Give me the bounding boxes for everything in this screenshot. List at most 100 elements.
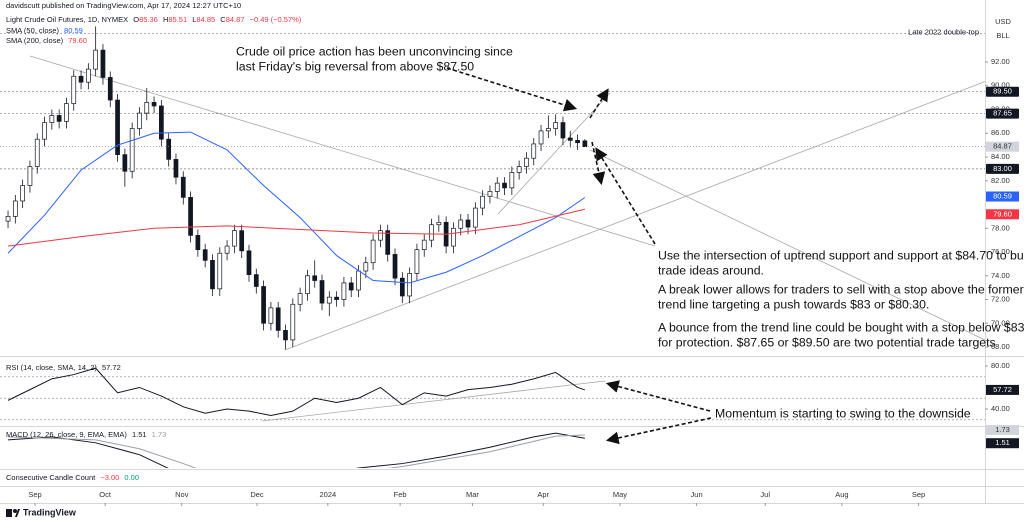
candle-body xyxy=(12,200,18,217)
candle-body xyxy=(173,159,179,178)
candle-body xyxy=(494,182,500,192)
legend-name: SMA (50, close) xyxy=(6,26,59,35)
macd-value: 1.51 xyxy=(132,430,147,439)
candle-body xyxy=(129,128,135,172)
legend-entry: SMA (50, close) 80.59 xyxy=(6,26,83,35)
candle-body xyxy=(458,219,464,229)
indicator-line xyxy=(8,434,585,468)
rsi-title: RSI (14, close, SMA, 14, 2) xyxy=(6,363,97,372)
value-tag-label: 1.73 xyxy=(995,425,1010,434)
candle-body xyxy=(378,230,383,241)
x-tick-label: Apr xyxy=(537,490,549,499)
attribution: davidscutt published on TradingView.com,… xyxy=(6,1,241,10)
trend-line xyxy=(284,81,985,351)
arrow xyxy=(446,67,578,112)
ohlc-value: 84.87 xyxy=(226,15,245,24)
ohlc-label: H xyxy=(163,15,168,24)
price-tag xyxy=(986,191,1019,202)
candle-body xyxy=(56,115,62,122)
x-tick-label: Jul xyxy=(760,490,770,499)
candle-body xyxy=(275,307,281,331)
annotation: last Friday's big reversal from above $8… xyxy=(236,59,474,73)
candle-body xyxy=(107,77,113,101)
candle-body xyxy=(509,172,515,189)
candle-body xyxy=(582,140,588,148)
panel xyxy=(0,367,985,421)
candle-body xyxy=(239,230,245,252)
candle-body xyxy=(436,221,442,226)
annotation: A bounce from the trend line could be bo… xyxy=(658,320,1024,334)
candle-body xyxy=(385,230,391,255)
price-tags: 80.00 40.00 57.72 xyxy=(985,361,1019,413)
trend-line xyxy=(261,380,606,422)
arrow xyxy=(591,141,606,186)
candle-body xyxy=(224,245,230,254)
brand-logo xyxy=(6,509,20,517)
candle-body xyxy=(159,105,164,140)
legend-name: SMA (200, close) xyxy=(6,36,64,45)
annotation: for protection. $87.65 or $89.50 are two… xyxy=(658,335,996,349)
candle-body xyxy=(407,273,412,297)
candle-body xyxy=(305,275,310,294)
candle-body xyxy=(195,235,201,251)
candle-body xyxy=(516,166,522,173)
brand: TradingView xyxy=(23,507,77,517)
price-tag xyxy=(986,209,1019,220)
trend-line xyxy=(497,92,611,215)
candle-body xyxy=(85,68,91,83)
ohlc-value: 85.51 xyxy=(168,15,187,24)
value-tag xyxy=(986,384,1019,395)
x-tick-label: Dec xyxy=(250,490,264,499)
change: −0.49 (−0.57%) xyxy=(250,15,302,24)
y-tick-label: 40.00 xyxy=(991,404,1010,413)
x-tick-label: Oct xyxy=(99,490,112,499)
level-label: Late 2022 double-top xyxy=(908,27,979,36)
y-tick-label: 80.00 xyxy=(991,361,1010,370)
arrow xyxy=(595,147,656,245)
price-tag xyxy=(986,141,1019,152)
price-legend: Light Crude Oil Futures, 1D, NYMEX O85.3… xyxy=(6,15,302,24)
candle-body xyxy=(42,122,47,140)
annotation: A break lower allows for traders to sell… xyxy=(658,282,1024,296)
y-tick-label: 78.00 xyxy=(991,223,1010,232)
candle-body xyxy=(5,216,11,222)
candle-body xyxy=(414,249,420,274)
candle-body xyxy=(480,195,486,209)
annotation: trend line targeting a push towards $83 … xyxy=(658,297,929,311)
candle-body xyxy=(567,137,573,141)
candle-body xyxy=(524,157,529,167)
y-tick-label: 72.00 xyxy=(991,295,1010,304)
candle-body xyxy=(553,122,559,129)
candle-body xyxy=(210,259,215,290)
candle-body xyxy=(283,330,288,341)
candle-body xyxy=(100,49,106,78)
trend-line xyxy=(29,55,656,247)
price-tag-label: 89.50 xyxy=(993,87,1012,96)
annotation: Crude oil price action has been unconvin… xyxy=(236,44,513,58)
rsi-value: 57.72 xyxy=(102,363,121,372)
value-tag xyxy=(986,438,1019,449)
candle-body xyxy=(312,275,318,281)
candle-count-value: 0.00 xyxy=(124,473,139,482)
candle-count-legend: Consecutive Candle Count −3.00 0.00 xyxy=(6,473,139,482)
candle-body xyxy=(253,274,259,287)
x-tick-label: Mar xyxy=(466,490,479,499)
x-tick-label: Feb xyxy=(394,490,407,499)
candle-body xyxy=(137,112,142,129)
candle-body xyxy=(34,138,40,167)
candle-body xyxy=(502,182,507,189)
y-tick-label: 86.00 xyxy=(991,128,1010,137)
ohlc-value: 85.36 xyxy=(139,15,158,24)
candle-body xyxy=(180,176,186,198)
candle-body xyxy=(151,102,157,107)
price-tags: 1.51 1.73 xyxy=(986,425,1019,449)
candle-body xyxy=(531,143,537,159)
candle-body xyxy=(326,296,332,304)
candle-body xyxy=(93,49,99,70)
candle-body xyxy=(290,303,296,341)
price-tag-label: 84.87 xyxy=(993,142,1012,151)
price-tag-label: 79.60 xyxy=(993,209,1012,218)
y-tick-label: 90.00 xyxy=(991,81,1010,90)
candle-body xyxy=(319,280,325,304)
